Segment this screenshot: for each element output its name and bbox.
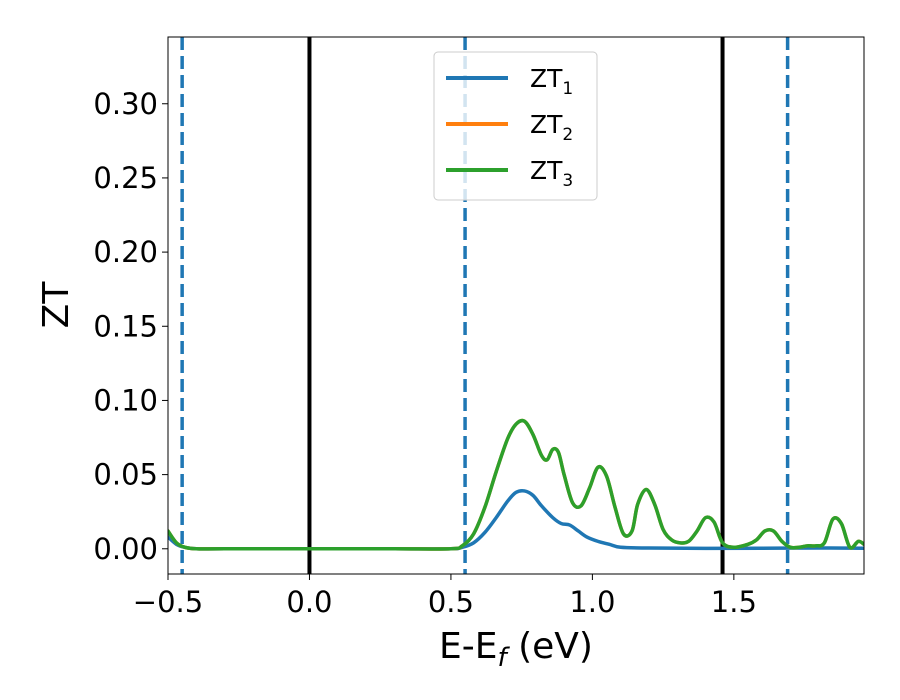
x-tick-label: 1.0 <box>569 585 615 619</box>
x-tick-label: 0.0 <box>286 585 332 619</box>
x-tick-label: 0.5 <box>428 585 474 619</box>
legend-label-zt2: ZT2 <box>530 110 573 145</box>
y-tick-label: 0.25 <box>93 161 158 195</box>
plot-frame <box>167 36 865 575</box>
x-axis-title-main: E-E <box>439 626 497 667</box>
legend: ZT1 ZT2 ZT3 <box>433 51 598 201</box>
x-axis: −0.5 0.0 0.5 1.0 1.5 <box>133 574 757 619</box>
y-tick-label: 0.10 <box>93 383 158 417</box>
x-tick-label: −0.5 <box>133 585 203 619</box>
x-tick-label: 1.5 <box>711 585 757 619</box>
y-axis-title: ZT <box>36 281 77 329</box>
legend-label-zt3: ZT3 <box>530 156 573 191</box>
x-axis-title-unit: (eV) <box>507 626 593 667</box>
legend-label-zt1: ZT1 <box>530 64 573 99</box>
series-group <box>168 418 864 551</box>
y-tick-label: 0.05 <box>93 458 158 492</box>
y-axis: 0.00 0.05 0.10 0.15 0.20 0.25 0.30 <box>93 87 168 566</box>
legend-box <box>433 51 598 201</box>
y-tick-label: 0.20 <box>93 235 158 269</box>
series-line-zt3 <box>168 418 864 551</box>
y-tick-label: 0.00 <box>93 532 158 566</box>
x-axis-title: E-Ef (eV) <box>439 626 593 673</box>
reference-lines <box>180 37 790 574</box>
y-tick-label: 0.30 <box>93 87 158 121</box>
y-tick-label: 0.15 <box>93 309 158 343</box>
